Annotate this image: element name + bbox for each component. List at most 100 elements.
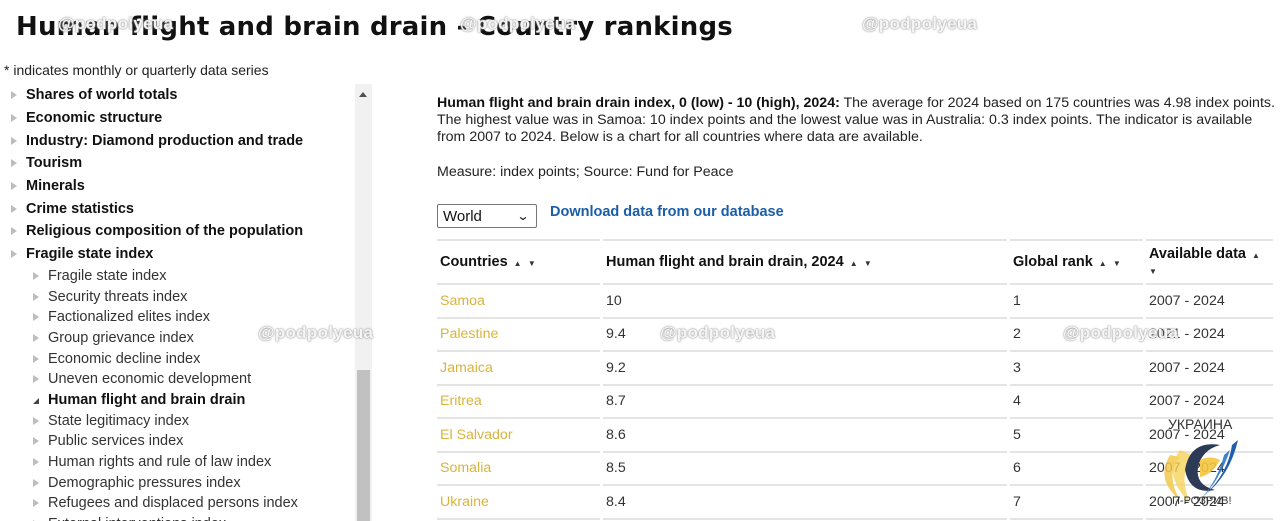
table-row: Jamaica 9.2 3 2007 - 2024 — [437, 350, 1273, 385]
rank-cell: 3 — [1007, 350, 1145, 385]
expand-arrow-icon — [11, 114, 17, 123]
tree-item-shares-of-world-totals[interactable]: Shares of world totals — [0, 84, 350, 107]
scroll-thumb[interactable] — [357, 370, 370, 521]
tree-item-human-rights[interactable]: Human rights and rule of law index — [0, 452, 350, 473]
table-row: El Salvador 8.6 5 2007 - 2024 — [437, 417, 1273, 452]
region-select[interactable]: World ⌄ — [437, 204, 537, 228]
available-data-cell: 2007 - 2024 — [1143, 484, 1273, 520]
expand-arrow-icon — [11, 250, 17, 259]
value-cell: 9.2 — [600, 350, 1009, 385]
table-row: Samoa 10 1 2007 - 2024 — [437, 283, 1273, 318]
tree-item-crime-statistics[interactable]: Crime statistics — [0, 197, 350, 220]
scroll-up-arrow-icon[interactable] — [359, 92, 367, 97]
rank-cell: 2 — [1007, 316, 1145, 351]
expand-arrow-icon — [33, 354, 39, 363]
value-cell: 8.6 — [600, 417, 1009, 452]
sort-icon[interactable]: ▲ ▼ — [1149, 251, 1262, 276]
download-data-link[interactable]: Download data from our database — [550, 204, 784, 220]
column-header-global-rank[interactable]: Global rank ▲ ▼ — [1007, 239, 1145, 284]
expand-arrow-icon — [33, 458, 39, 467]
tree-item-economic-decline[interactable]: Economic decline index — [0, 348, 350, 369]
country-cell: Somalia — [437, 450, 602, 485]
tree-item-public-services[interactable]: Public services index — [0, 431, 350, 452]
sort-icon[interactable]: ▲ ▼ — [513, 259, 538, 268]
value-cell: 8.5 — [600, 450, 1009, 485]
value-cell: 9.4 — [600, 316, 1009, 351]
available-data-cell: 2007 - 2024 — [1143, 383, 1273, 418]
country-link[interactable]: Somalia — [440, 460, 492, 477]
tree-item-uneven-development[interactable]: Uneven economic development — [0, 369, 350, 390]
tree-item-diamond-industry[interactable]: Industry: Diamond production and trade — [0, 129, 350, 152]
expand-arrow-icon — [11, 182, 17, 191]
expand-arrow-icon — [33, 499, 39, 508]
tree-item-fragile-state-index-group[interactable]: Fragile state index — [0, 243, 350, 266]
country-link[interactable]: Jamaica — [440, 359, 493, 376]
tree-item-demographic-pressures[interactable]: Demographic pressures index — [0, 472, 350, 493]
available-data-cell: 2007 - 2024 — [1143, 450, 1273, 485]
category-tree: Shares of world totals Economic structur… — [0, 84, 350, 521]
rank-cell: 4 — [1007, 383, 1145, 418]
table-header-row: Countries ▲ ▼ Human flight and brain drai… — [437, 239, 1273, 284]
tree-item-fragile-state-index[interactable]: Fragile state index — [0, 266, 350, 287]
tree-item-tourism[interactable]: Tourism — [0, 152, 350, 175]
indicator-description: Human flight and brain drain index, 0 (l… — [437, 95, 1277, 146]
sort-icon[interactable]: ▲ ▼ — [1098, 259, 1123, 268]
rank-cell: 6 — [1007, 450, 1145, 485]
tree-item-minerals[interactable]: Minerals — [0, 175, 350, 198]
tree-item-security-threats[interactable]: Security threats index — [0, 286, 350, 307]
table-row: Palestine 9.4 2 2021 - 2024 — [437, 316, 1273, 351]
tree-item-religious-composition[interactable]: Religious composition of the population — [0, 220, 350, 243]
expand-arrow-icon — [11, 204, 17, 213]
country-cell: Jamaica — [437, 350, 602, 385]
rank-cell: 1 — [1007, 283, 1145, 318]
country-link[interactable]: El Salvador — [440, 426, 513, 443]
page-title: Human flight and brain drain - Country r… — [16, 12, 733, 42]
column-header-countries[interactable]: Countries ▲ ▼ — [437, 239, 602, 284]
tree-item-refugees[interactable]: Refugees and displaced persons index — [0, 493, 350, 514]
table-row: Ukraine 8.4 7 2007 - 2024 — [437, 484, 1273, 520]
expand-arrow-icon — [33, 333, 39, 342]
column-header-value[interactable]: Human flight and brain drain, 2024 ▲ ▼ — [600, 239, 1009, 284]
country-link[interactable]: Palestine — [440, 326, 499, 343]
region-select-value: World — [443, 207, 482, 225]
column-header-available-data[interactable]: Available data ▲ ▼ — [1143, 239, 1273, 284]
chevron-down-icon: ⌄ — [516, 209, 530, 223]
expand-arrow-icon — [33, 292, 39, 301]
value-cell: 8.7 — [600, 383, 1009, 418]
expand-arrow-icon — [11, 227, 17, 236]
description-heading: Human flight and brain drain index, 0 (l… — [437, 95, 840, 111]
country-cell: Samoa — [437, 283, 602, 318]
tree-item-human-flight-active[interactable]: Human flight and brain drain — [0, 390, 350, 411]
tree-item-state-legitimacy[interactable]: State legitimacy index — [0, 410, 350, 431]
watermark: @podpolyeua — [862, 14, 978, 33]
country-cell: Palestine — [437, 316, 602, 351]
description-text: The average for 2024 based on 175 countr… — [437, 95, 1275, 145]
sort-icon[interactable]: ▲ ▼ — [849, 259, 874, 268]
country-rankings-table: Countries ▲ ▼ Human flight and brain drai… — [437, 239, 1273, 520]
data-series-note: * indicates monthly or quarterly data se… — [4, 62, 269, 78]
expand-arrow-icon — [11, 159, 17, 168]
expand-arrow-icon — [33, 416, 39, 425]
rank-cell: 7 — [1007, 484, 1145, 520]
country-link[interactable]: Ukraine — [440, 493, 489, 510]
table-row: Eritrea 8.7 4 2007 - 2024 — [437, 383, 1273, 418]
tree-item-economic-structure[interactable]: Economic structure — [0, 107, 350, 130]
value-cell: 10 — [600, 283, 1009, 318]
country-link[interactable]: Eritrea — [440, 393, 482, 410]
table-row: Somalia 8.5 6 2007 - 2024 — [437, 450, 1273, 485]
available-data-cell: 2007 - 2024 — [1143, 283, 1273, 318]
available-data-cell: 2021 - 2024 — [1143, 316, 1273, 351]
sidebar-scrollbar[interactable] — [355, 84, 372, 521]
rank-cell: 5 — [1007, 417, 1145, 452]
country-link[interactable]: Samoa — [440, 292, 485, 309]
expand-arrow-icon — [11, 136, 17, 145]
country-cell: Ukraine — [437, 484, 602, 520]
expand-arrow-icon — [33, 271, 39, 280]
available-data-cell: 2007 - 2024 — [1143, 417, 1273, 452]
tree-item-group-grievance[interactable]: Group grievance index — [0, 328, 350, 349]
measure-source: Measure: index points; Source: Fund for … — [437, 164, 734, 180]
tree-item-factionalized-elites[interactable]: Factionalized elites index — [0, 307, 350, 328]
country-cell: Eritrea — [437, 383, 602, 418]
expand-arrow-icon — [33, 375, 39, 384]
tree-item-external-interventions[interactable]: External interventions index — [0, 514, 350, 521]
